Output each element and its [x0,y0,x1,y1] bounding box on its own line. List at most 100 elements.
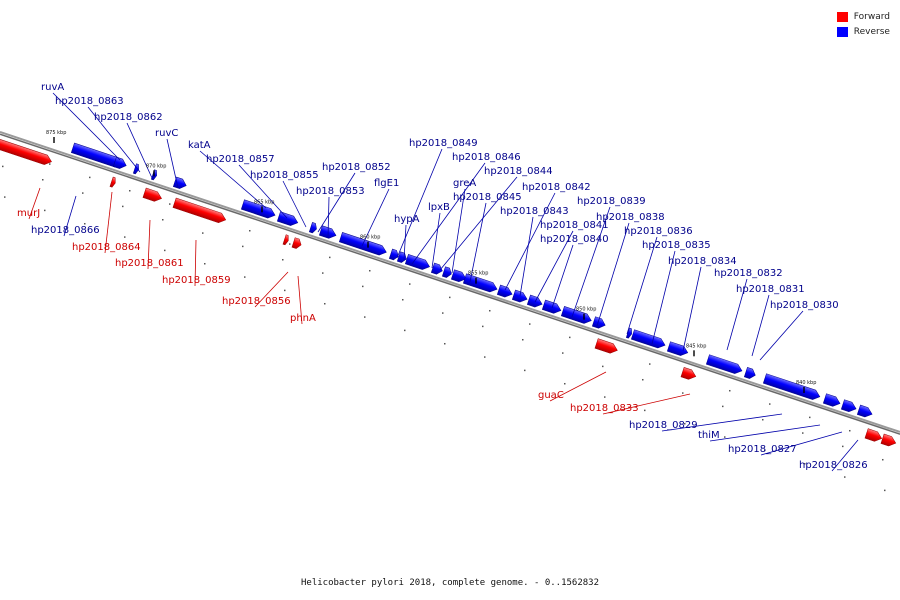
gene-label-hp2018_0866[interactable]: hp2018_0866 [31,225,100,236]
gene-arrow-ruvC[interactable] [150,169,158,181]
gene-arrow-hp2018_0844[interactable] [441,266,453,279]
gene-label-hp2018_0841[interactable]: hp2018_0841 [540,220,609,231]
grid-dot [762,418,764,421]
gene-label-hypA[interactable]: hypA [394,214,420,225]
gene-label-hp2018_0842[interactable]: hp2018_0842 [522,182,591,193]
gene-arrow-hp2018_0826[interactable] [880,433,897,448]
gene-label-hp2018_0831[interactable]: hp2018_0831 [736,284,805,295]
grid-dot [642,378,644,381]
gene-label-lpxB[interactable]: lpxB [428,202,450,213]
grid-dot [562,352,564,354]
grid-dot [602,365,604,368]
gene-label-hp2018_0834[interactable]: hp2018_0834 [668,256,737,267]
gene-label-hp2018_0835[interactable]: hp2018_0835 [642,240,711,251]
gene-arrow-hp2018_0842[interactable] [511,289,528,304]
gene-label-murJ[interactable]: murJ [17,208,40,219]
gene-arrow-hp2018_0855[interactable] [276,211,299,228]
gene-arrow-thiM[interactable] [856,404,873,419]
gene-label-hp2018_0849[interactable]: hp2018_0849 [409,138,478,149]
leader-line-hp2018_0826 [831,439,859,472]
gene-arrow-katA[interactable] [172,176,188,190]
leader-line-thiM [709,424,821,442]
gene-label-hp2018_0856[interactable]: hp2018_0856 [222,296,291,307]
gene-arrow-hp2018_0859[interactable] [172,197,227,225]
gene-arrow-hp2018_0845[interactable] [462,273,498,294]
gene-label-hp2018_0840[interactable]: hp2018_0840 [540,234,609,245]
leader-line-hp2018_0838 [596,222,630,327]
gene-label-guaC[interactable]: guaC [538,390,564,401]
gene-label-hp2018_0846[interactable]: hp2018_0846 [452,152,521,163]
gene-arrow-greA[interactable] [450,269,467,284]
gene-arrow-phnA[interactable] [291,237,303,250]
gene-label-hp2018_0857[interactable]: hp2018_0857 [206,154,275,165]
gene-label-hp2018_0855[interactable]: hp2018_0855 [250,170,319,181]
gene-label-hp2018_0852[interactable]: hp2018_0852 [322,162,391,173]
gene-label-ruvC[interactable]: ruvC [155,128,178,139]
gene-arrow-hp2018_0853[interactable] [318,225,337,241]
leader-line-hp2018_0836 [626,236,658,335]
gene-label-hp2018_0853[interactable]: hp2018_0853 [296,186,365,197]
gene-label-hp2018_0832[interactable]: hp2018_0832 [714,268,783,279]
gene-label-hp2018_0843[interactable]: hp2018_0843 [500,206,569,217]
gene-arrow-hp2018_0841[interactable] [526,294,543,309]
leader-line-hp2018_0846 [411,162,486,265]
gene-arrow-hp2018_0862[interactable] [132,163,140,175]
gene-arrow-hp2018_0832[interactable] [705,354,743,376]
grid-dot [82,192,84,194]
gene-arrow-hp2018_0857[interactable] [240,199,276,220]
gene-label-hp2018_0833[interactable]: hp2018_0833 [570,403,639,414]
gene-arrow-murJ[interactable] [0,138,53,167]
gene-arrow-hp2018_0836[interactable] [625,327,633,339]
tick-label: 875 kbp [46,130,66,136]
gene-arrow-hp2018_0827[interactable] [864,428,883,444]
gene-arrow-hp2018_0829[interactable] [840,399,857,414]
gene-arrow-hp2018_0856[interactable] [282,234,290,246]
tick-label: 845 kbp [686,343,706,349]
gene-arrow-hp2018_0835[interactable] [630,329,666,350]
gene-arrow-hp2018_0831[interactable] [743,367,757,380]
gene-arrow-hp2018_0838[interactable] [591,316,607,330]
gene-arrow-hp2018_0852[interactable] [308,222,318,234]
gene-label-hp2018_0838[interactable]: hp2018_0838 [596,212,665,223]
gene-label-phnA[interactable]: phnA [290,313,316,324]
gene-label-ruvA[interactable]: ruvA [41,82,64,93]
gene-arrow-hp2018_0843[interactable] [496,284,513,299]
gene-label-hp2018_0864[interactable]: hp2018_0864 [72,242,141,253]
gene-arrow-hp2018_0861[interactable] [142,187,163,203]
leader-line-hp2018_0853 [327,196,330,239]
gene-label-hp2018_0830[interactable]: hp2018_0830 [770,300,839,311]
gene-label-hp2018_0826[interactable]: hp2018_0826 [799,460,868,471]
gene-arrow-hp2018_0866[interactable] [822,393,841,409]
gene-label-hp2018_0829[interactable]: hp2018_0829 [629,420,698,431]
gene-arrow-hp2018_0846[interactable] [404,254,431,271]
gene-arrow-hp2018_0864[interactable] [109,176,117,188]
gene-label-flgE1[interactable]: flgE1 [374,178,399,189]
gene-arrow-hp2018_0849[interactable] [388,248,400,261]
gene-arrow-guaC[interactable] [594,338,619,355]
gene-label-katA[interactable]: katA [188,140,211,151]
gene-arrow-hp2018_0830[interactable] [762,373,821,402]
legend-entry-forward: Forward [836,9,890,24]
gene-arrow-hp2018_0834[interactable] [666,341,689,358]
grid-dot [884,489,886,492]
gene-arrow-hp2018_0833[interactable] [680,367,697,381]
gene-arrow-lpxB[interactable] [430,262,444,276]
gene-label-hp2018_0827[interactable]: hp2018_0827 [728,444,797,455]
grid-dot [444,342,446,345]
gene-arrow-hp2018_0840[interactable] [541,299,562,315]
gene-label-hp2018_0861[interactable]: hp2018_0861 [115,258,184,269]
gene-label-hp2018_0839[interactable]: hp2018_0839 [577,196,646,207]
gene-label-hp2018_0836[interactable]: hp2018_0836 [624,226,693,237]
gene-label-hp2018_0863[interactable]: hp2018_0863 [55,96,124,107]
leader-line-hp2018_0841 [534,230,574,303]
grid-dot [44,209,46,212]
legend-swatch-reverse [836,26,848,37]
gene-label-hp2018_0862[interactable]: hp2018_0862 [94,112,163,123]
gene-label-hp2018_0845[interactable]: hp2018_0845 [453,192,522,203]
gene-label-hp2018_0844[interactable]: hp2018_0844 [484,166,553,177]
gene-label-thiM[interactable]: thiM [698,430,720,441]
gene-arrow-hp2018_0863[interactable] [112,156,128,170]
gene-label-hp2018_0859[interactable]: hp2018_0859 [162,275,231,286]
leader-line-hp2018_0855 [282,180,307,228]
gene-label-greA[interactable]: greA [453,178,476,189]
